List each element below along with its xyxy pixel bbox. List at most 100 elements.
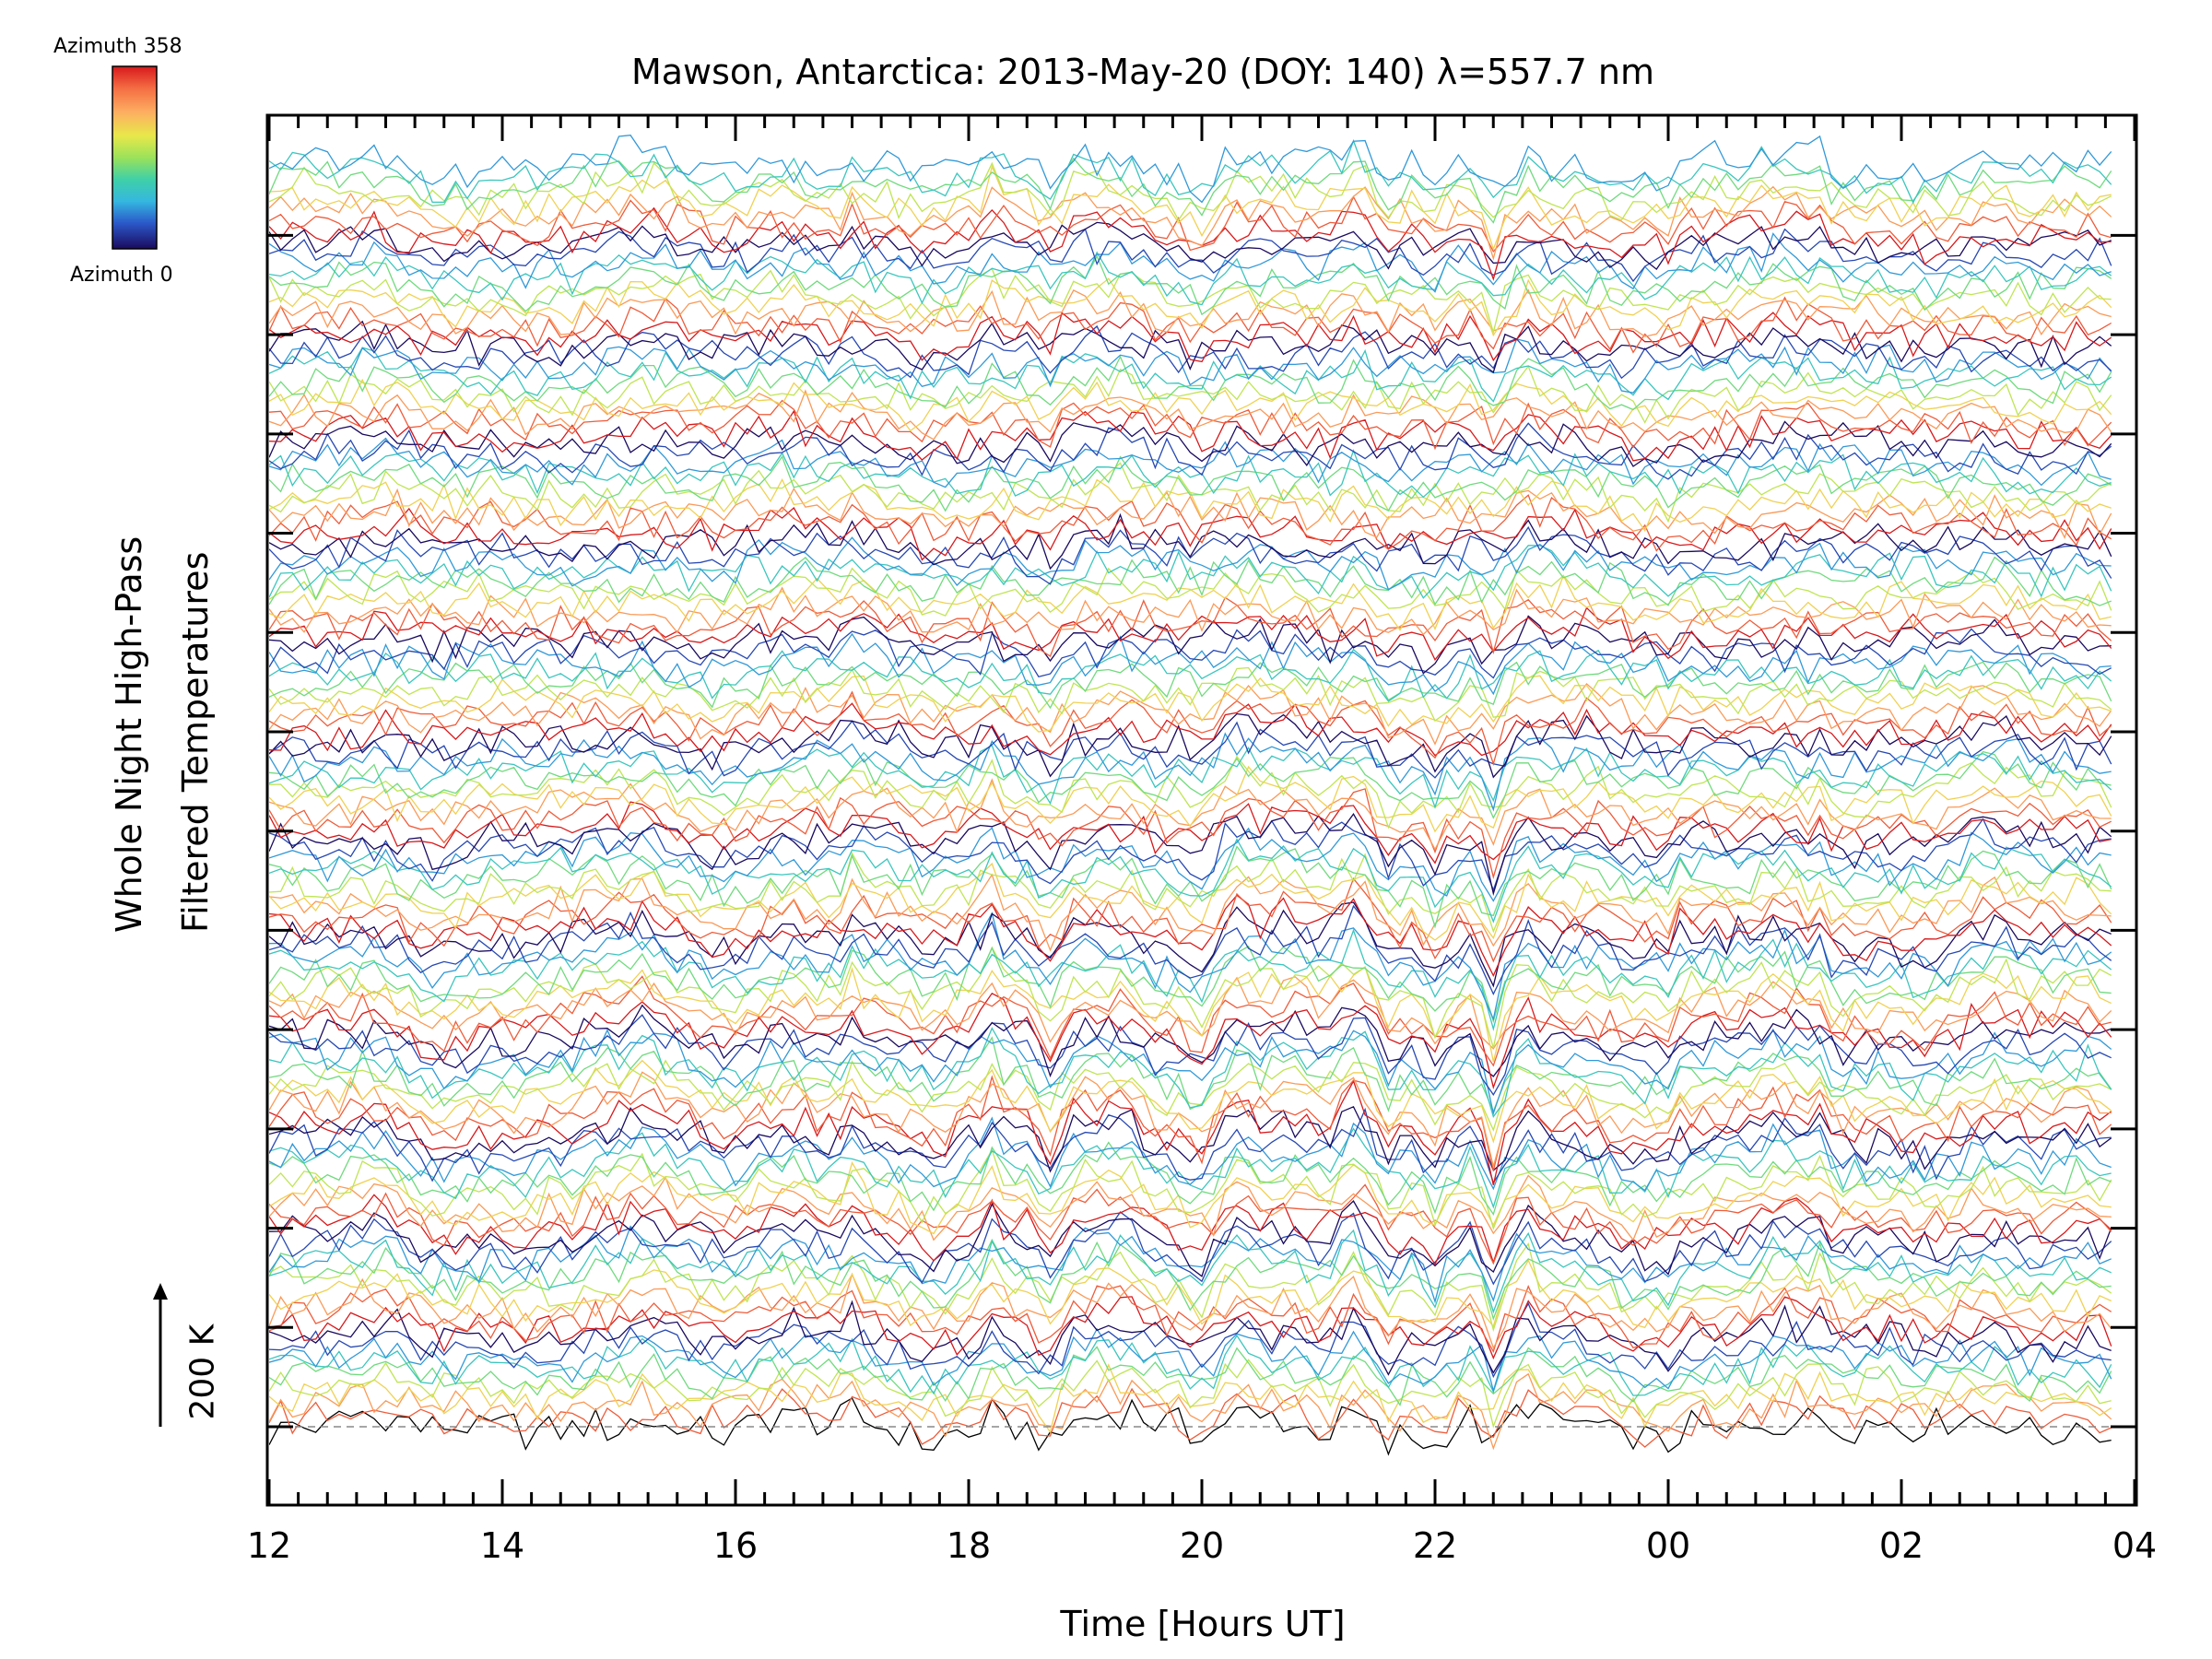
series-trace-104: [269, 365, 2112, 424]
series-trace-103: [269, 378, 2112, 432]
series-trace-89: [269, 512, 2112, 571]
x-tick-label: 22: [1413, 1525, 1457, 1566]
series-trace-41: [269, 975, 2112, 1067]
series-trace-99: [269, 420, 2112, 467]
series-trace-47: [269, 912, 2112, 1021]
series-trace-90: [269, 506, 2112, 561]
series-trace-97: [269, 437, 2112, 488]
series-trace-70: [269, 702, 2112, 757]
series-trace-113: [269, 277, 2112, 337]
series-trace-81: [269, 596, 2112, 657]
colorbar: [112, 65, 158, 250]
x-tick-label: 14: [480, 1525, 524, 1566]
series-trace-0: [269, 1397, 2112, 1456]
series-trace-94: [269, 462, 2112, 524]
series-trace-33: [269, 1059, 2112, 1144]
series-trace-37: [269, 1028, 2112, 1116]
series-trace-74: [269, 666, 2112, 722]
series-trace-35: [269, 1036, 2112, 1113]
series-trace-54: [269, 852, 2112, 934]
series-trace-15: [269, 1238, 2112, 1321]
series-trace-127: [269, 135, 2112, 204]
series-trace-28: [269, 1107, 2112, 1184]
series-trace-75: [269, 661, 2112, 710]
series-trace-18: [269, 1211, 2112, 1286]
series-trace-56: [269, 838, 2112, 924]
series-trace-20: [269, 1194, 2112, 1266]
series-trace-63: [269, 765, 2112, 833]
series-trace-67: [269, 732, 2112, 812]
series-trace-11: [269, 1284, 2112, 1354]
series-trace-16: [269, 1229, 2112, 1314]
axis-ticks: [267, 115, 2136, 1505]
series-trace-78: [269, 628, 2112, 679]
series-trace-26: [269, 1127, 2112, 1209]
x-tick-labels: 12 14 16 18 20 22 00 02 04: [247, 1525, 2157, 1566]
series-trace-109: [269, 320, 2112, 373]
series-trace-7: [269, 1327, 2112, 1394]
x-tick-label: 12: [247, 1525, 291, 1566]
series-trace-10: [269, 1296, 2112, 1360]
chart-title: Mawson, Antarctica: 2013-May-20 (DOY: 14…: [630, 52, 1655, 92]
series-trace-50: [269, 894, 2112, 978]
series-trace-38: [269, 1014, 2112, 1097]
y-axis-label-line1: Whole Night High-Pass: [109, 535, 149, 933]
series-trace-95: [269, 455, 2112, 512]
series-trace-42: [269, 976, 2112, 1050]
series-trace-53: [269, 862, 2112, 941]
series-trace-85: [269, 556, 2112, 606]
series-trace-86: [269, 545, 2112, 599]
x-tick-label: 04: [2112, 1525, 2157, 1566]
series-trace-112: [269, 288, 2112, 337]
series-trace-80: [269, 606, 2112, 662]
series-trace-45: [269, 945, 2112, 1024]
series-trace-79: [269, 615, 2112, 675]
x-tick-label: 20: [1180, 1525, 1224, 1566]
series-trace-32: [269, 1071, 2112, 1167]
series-trace-9: [269, 1300, 2112, 1376]
series-trace-106: [269, 347, 2112, 403]
series-trace-108: [269, 324, 2112, 380]
colorbar-top-label: Azimuth 358: [53, 35, 182, 58]
series-trace-62: [269, 778, 2112, 851]
series-trace-59: [269, 813, 2112, 896]
series-trace-88: [269, 525, 2112, 585]
series-trace-121: [269, 195, 2112, 253]
series-trace-6: [269, 1334, 2112, 1396]
scale-bar-label: 200 K: [183, 1324, 222, 1420]
series-trace-118: [269, 228, 2112, 283]
series-trace-120: [269, 206, 2112, 281]
series-trace-1: [269, 1387, 2112, 1448]
y-axis-label-line2: Filtered Temperatures: [175, 551, 216, 933]
series-trace-2: [269, 1372, 2112, 1451]
series-trace-48: [269, 904, 2112, 996]
series-trace-12: [269, 1272, 2112, 1349]
series-trace-82: [269, 586, 2112, 636]
series-trace-64: [269, 755, 2112, 830]
series-trace-125: [269, 157, 2112, 224]
series-trace-77: [269, 632, 2112, 696]
series-trace-39: [269, 1004, 2112, 1078]
series-trace-36: [269, 1027, 2112, 1118]
series-trace-83: [269, 573, 2112, 631]
series-trace-60: [269, 801, 2112, 865]
series-trace-126: [269, 138, 2112, 205]
series-trace-107: [269, 338, 2112, 394]
series-trace-58: [269, 818, 2112, 892]
colorbar-bottom-label: Azimuth 0: [70, 264, 173, 287]
series-trace-25: [269, 1141, 2112, 1217]
series-trace-57: [269, 827, 2112, 902]
x-tick-label: 00: [1646, 1525, 1690, 1566]
series-trace-4: [269, 1359, 2112, 1429]
series-trace-43: [269, 966, 2112, 1063]
trace-layer: [269, 135, 2112, 1456]
series-trace-114: [269, 267, 2112, 335]
series-trace-27: [269, 1116, 2112, 1192]
series-trace-19: [269, 1199, 2112, 1277]
series-trace-72: [269, 682, 2112, 746]
series-trace-22: [269, 1174, 2112, 1241]
series-trace-69: [269, 712, 2112, 779]
series-trace-122: [269, 185, 2112, 261]
series-trace-76: [269, 648, 2112, 702]
